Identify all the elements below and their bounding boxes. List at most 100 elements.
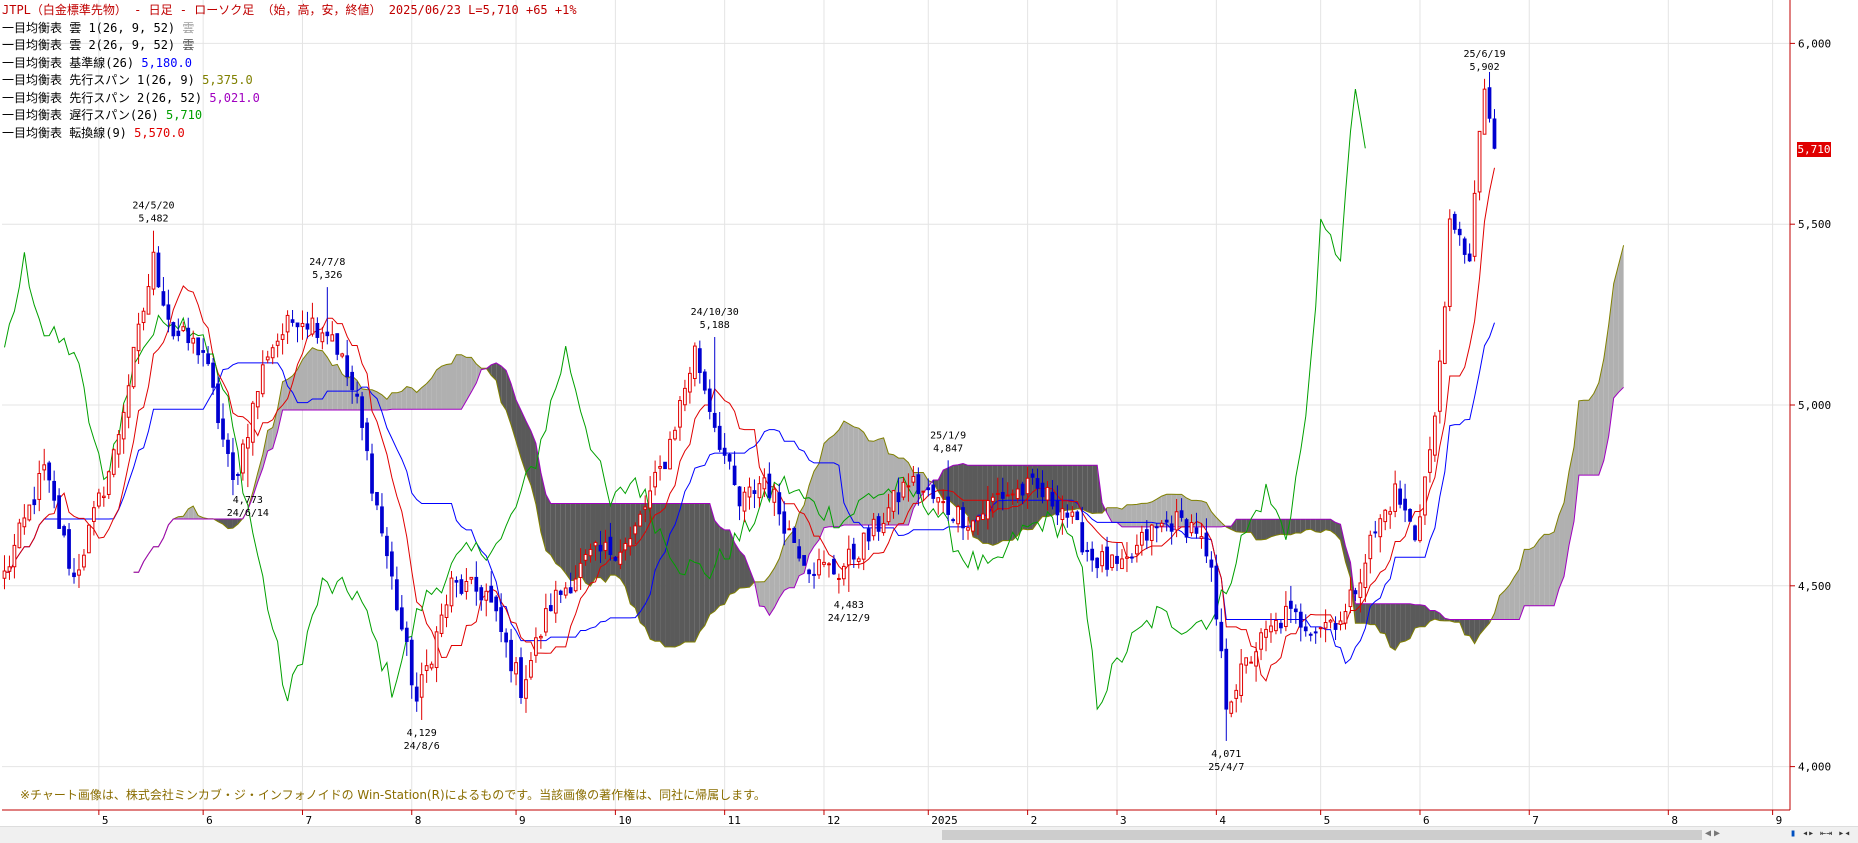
cloud-segment [1619,245,1624,392]
scrollbar-thumb[interactable] [942,830,1702,840]
cloud-segment [551,504,556,564]
candle [162,277,165,306]
candle [1414,525,1417,542]
candle [847,535,850,591]
candle-body [63,527,66,535]
candle-body [271,348,274,358]
candle [1369,531,1372,574]
candle [440,604,443,638]
annotation-high: 24/5/205,482 [132,201,174,225]
candle [530,652,533,680]
candle-body [753,491,756,494]
cloud-segment [1365,604,1370,625]
cloud-segment [1241,519,1246,532]
candle [202,338,205,366]
candle-body [480,588,483,600]
candle [321,327,324,349]
candle-body [237,474,240,475]
candle [803,556,806,566]
candle [1235,684,1238,712]
zoom-fit-icon[interactable]: ⇤⇥ [1820,828,1832,839]
cloud-segment [854,427,859,525]
candle [1240,649,1243,703]
candle-body [1245,658,1248,665]
candle-body [316,323,319,337]
cloud-segment [665,504,670,647]
candle-body [1021,484,1024,495]
zoom-controls[interactable]: ▮ ◂▸ ⇤⇥ ▸◂ [1790,828,1856,842]
cloud-segment [546,494,551,555]
candle-body [634,526,637,534]
candle-body [1419,517,1422,541]
cloud-segment [1544,534,1549,605]
candle [276,333,279,357]
candle-body [1220,622,1223,650]
candle [1473,180,1476,261]
candle-body [1111,555,1114,567]
candle [122,405,125,454]
candle-body [1046,487,1049,500]
cloud-segment [1003,465,1008,540]
cloud-segment [705,504,710,626]
annotation-value: 5,326 [312,270,342,281]
candle-body [410,640,413,685]
cloud-segment [953,465,958,509]
candle [460,574,463,595]
candle [291,310,294,327]
candle-body [3,571,6,578]
candle [1150,524,1153,556]
candle-body [882,523,885,532]
cloud-segment [442,365,447,410]
candle-body [1230,702,1233,713]
candle [1399,481,1402,509]
cloud-segment [859,428,864,525]
candle-body [351,372,354,389]
candle-body [763,478,766,489]
candle [1091,541,1094,571]
cloud-segment [447,364,452,410]
candle [18,519,21,549]
zoom-marker-icon[interactable]: ▮ [1790,828,1796,839]
candle-body [500,608,503,632]
candle-body [962,508,965,528]
annotation-date: 24/7/8 [309,257,345,268]
candle-body [1235,690,1238,698]
cloud-segment [1584,400,1589,475]
candle [758,476,761,507]
candle [366,418,369,460]
scroll-left-icon[interactable]: ◀ [1705,828,1711,839]
candle [147,274,150,314]
scroll-right-icon[interactable]: ▶ [1714,828,1720,839]
candle-body [1240,664,1243,695]
cloud-segment [1614,264,1619,398]
candle [1255,642,1258,682]
annotation-value: 4,773 [233,495,263,506]
zoom-out-icon[interactable]: ▸◂ [1838,828,1850,839]
cloud-segment [1296,519,1301,533]
candle-body [1369,535,1372,558]
candle [88,524,91,553]
candle-body [912,476,915,482]
candle-body [137,324,140,350]
candle [400,595,403,631]
candle-body [887,508,890,522]
candle-body [1096,558,1099,567]
candle [217,376,220,429]
candle-body [738,487,741,506]
candle [1344,604,1347,630]
cloud-segment [1316,519,1321,532]
candle-body [341,354,344,356]
candle-body [783,512,786,533]
candle-body [450,578,453,606]
candle [1384,509,1387,530]
candle-body [947,497,950,514]
candle [281,323,284,354]
copyright-footnote: ※チャート画像は、株式会社ミンカブ・ジ・インフォノイドの Win-Station… [20,786,766,803]
candle [1121,549,1124,569]
zoom-in-icon[interactable]: ◂▸ [1802,828,1814,839]
candle [1096,557,1099,578]
cloud-segment [1008,465,1013,540]
horizontal-scrollbar[interactable]: ◀ ▶ ▮ ◂▸ ⇤⇥ ▸◂ [0,826,1858,843]
cloud-segment [1559,503,1564,589]
candle-body [1180,511,1183,518]
